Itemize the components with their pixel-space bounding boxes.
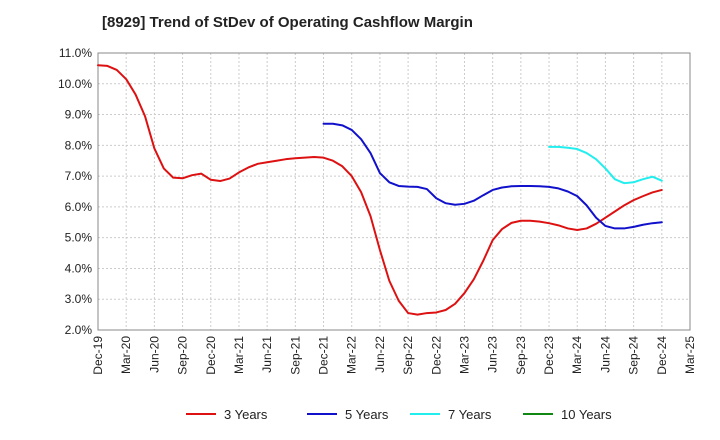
x-tick-label: Sep-21 xyxy=(288,336,302,375)
x-tick-label: Dec-21 xyxy=(317,336,331,375)
x-tick-label: Sep-20 xyxy=(176,336,190,375)
x-tick-label: Sep-24 xyxy=(627,336,641,375)
tick-labels: 2.0% 3.0% 4.0% 5.0% 6.0% 7.0% 8.0% 9.0% 10.0% 11.… xyxy=(58,46,697,375)
y-tick-label: 3.0% xyxy=(65,292,93,306)
legend-label: 3 Years xyxy=(224,407,268,422)
series-line-3-years xyxy=(97,64,663,316)
series-line-7-years xyxy=(548,145,663,185)
x-tick-label: Jun-23 xyxy=(486,336,500,373)
series-line-5-years xyxy=(322,122,663,230)
axes xyxy=(97,52,691,331)
x-tick-label: Dec-24 xyxy=(655,336,669,375)
x-tick-label: Mar-23 xyxy=(457,336,471,374)
x-tick-label: Mar-24 xyxy=(570,336,584,374)
y-tick-label: 6.0% xyxy=(65,200,93,214)
y-tick-label: 2.0% xyxy=(65,323,93,337)
y-tick-label: 7.0% xyxy=(65,169,93,183)
legend-label: 10 Years xyxy=(561,407,612,422)
x-tick-label: Mar-25 xyxy=(683,336,697,374)
plot-border xyxy=(97,52,691,331)
x-tick-label: Mar-20 xyxy=(119,336,133,374)
x-tick-label: Dec-22 xyxy=(429,336,443,375)
legend-label: 5 Years xyxy=(345,407,389,422)
x-tick-label: Jun-21 xyxy=(260,336,274,373)
y-tick-label: 4.0% xyxy=(65,261,93,275)
chart-title: [8929] Trend of StDev of Operating Cashf… xyxy=(102,14,473,31)
y-tick-label: 9.0% xyxy=(65,108,93,122)
y-tick-label: 11.0% xyxy=(59,46,92,60)
x-tick-label: Sep-23 xyxy=(514,336,528,375)
x-tick-label: Jun-24 xyxy=(598,336,612,373)
legend: 3 Years 5 Years 7 Years 10 Years xyxy=(186,407,612,422)
x-tick-label: Mar-22 xyxy=(345,336,359,374)
y-tick-label: 5.0% xyxy=(65,231,93,245)
y-tick-label: 10.0% xyxy=(58,77,92,91)
x-tick-label: Dec-23 xyxy=(542,336,556,375)
x-tick-label: Mar-21 xyxy=(232,336,246,374)
x-tick-label: Dec-20 xyxy=(204,336,218,375)
x-tick-label: Jun-20 xyxy=(147,336,161,373)
x-tick-label: Dec-19 xyxy=(91,336,105,375)
series-lines xyxy=(97,64,663,316)
x-tick-label: Jun-22 xyxy=(373,336,387,373)
y-tick-label: 8.0% xyxy=(65,138,93,152)
x-tick-label: Sep-22 xyxy=(401,336,415,375)
legend-label: 7 Years xyxy=(448,407,492,422)
